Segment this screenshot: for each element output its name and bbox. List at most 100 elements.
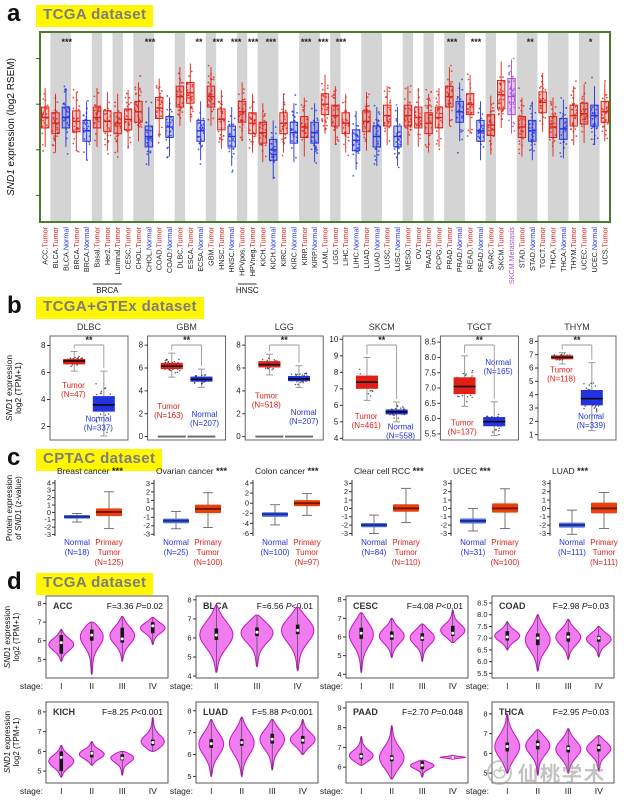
svg-text:***: *** <box>471 37 482 47</box>
svg-text:CESC.Tumor: CESC.Tumor <box>124 226 133 269</box>
expression-column <box>175 67 185 127</box>
svg-text:*: * <box>589 37 593 47</box>
svg-text:8.5: 8.5 <box>425 338 437 347</box>
cptac-boxplots: Protein expression of SND1 (z-value) Breas… <box>5 466 618 567</box>
svg-text:-3: -3 <box>539 529 546 538</box>
svg-text:2: 2 <box>344 487 348 496</box>
svg-text:7: 7 <box>483 729 487 738</box>
expression-column <box>51 93 60 154</box>
svg-text:9: 9 <box>337 703 341 712</box>
svg-text:6: 6 <box>337 763 341 772</box>
svg-text:**: ** <box>476 335 484 345</box>
svg-text:COAD.Normal: COAD.Normal <box>165 227 174 273</box>
svg-text:6.0: 6.0 <box>425 414 437 423</box>
svg-text:II: II <box>239 786 244 796</box>
svg-text:LGG.Tumor: LGG.Tumor <box>331 226 340 264</box>
svg-text:2: 2 <box>47 493 51 502</box>
svg-text:7: 7 <box>529 350 534 359</box>
svg-text:2: 2 <box>443 487 447 496</box>
svg-text:5.5: 5.5 <box>477 669 487 678</box>
svg-text:II: II <box>89 786 94 796</box>
svg-text:**: ** <box>183 335 191 345</box>
expression-column <box>196 101 205 165</box>
svg-text:5: 5 <box>529 377 534 386</box>
svg-text:HNSC: HNSC <box>236 286 259 295</box>
svg-text:HPVneg.Tumor: HPVneg.Tumor <box>248 226 257 276</box>
svg-text:DLBC.Tumor: DLBC.Tumor <box>175 226 184 268</box>
panel-c-title: CPTAC dataset <box>36 449 163 471</box>
svg-text:***: *** <box>231 37 242 47</box>
svg-text:II: II <box>535 786 540 796</box>
svg-text:BRCA.Tumor: BRCA.Tumor <box>72 226 81 269</box>
svg-text:Normal(N=100): Normal (N=100) <box>260 538 289 557</box>
svg-text:10: 10 <box>329 335 338 344</box>
svg-text:I: I <box>506 786 508 796</box>
svg-text:BRCA: BRCA <box>96 286 119 295</box>
svg-text:CHOL.Normal: CHOL.Normal <box>144 227 153 273</box>
svg-text:III: III <box>419 786 426 796</box>
svg-text:8.0: 8.0 <box>425 353 437 362</box>
svg-text:SND1 expression (log2 RSEM): SND1 expression (log2 RSEM) <box>6 58 17 196</box>
svg-text:log2 (TPM+1): log2 (TPM+1) <box>13 362 23 414</box>
gtex-subplot-TGCT: TGCT 8.5 8.0 7.5 7.0 6.5 6.0 5.5 Tumor (N=137) Nor… <box>425 322 519 441</box>
svg-text:8: 8 <box>41 341 46 350</box>
svg-text:***: *** <box>301 37 312 47</box>
expression-column <box>476 101 485 161</box>
svg-text:3: 3 <box>146 479 150 488</box>
svg-text:THCA: THCA <box>499 707 524 717</box>
expression-column <box>341 93 350 157</box>
svg-text:SND1 expression: SND1 expression <box>3 711 12 773</box>
expression-column <box>517 87 527 157</box>
expression-column <box>590 76 599 146</box>
svg-text:3: 3 <box>443 479 447 488</box>
expression-column <box>393 104 402 169</box>
svg-text:PRAD.Tumor: PRAD.Tumor <box>445 226 454 269</box>
svg-text:-1: -1 <box>143 513 150 522</box>
expression-column <box>40 88 50 152</box>
svg-text:***: *** <box>145 37 156 47</box>
svg-text:LUAD.Normal: LUAD.Normal <box>372 227 381 272</box>
xiantao-logo-icon <box>487 760 512 785</box>
svg-text:IV: IV <box>449 681 457 691</box>
svg-text:-4: -4 <box>242 519 249 528</box>
svg-text:SND1 expression: SND1 expression <box>4 355 14 421</box>
svg-text:LUAD ***: LUAD *** <box>552 466 588 477</box>
expression-column <box>268 120 278 180</box>
svg-text:2: 2 <box>542 487 546 496</box>
svg-text:log2 (TPM+1): log2 (TPM+1) <box>12 612 21 661</box>
svg-text:III: III <box>119 786 126 796</box>
svg-text:stage:: stage: <box>320 681 343 691</box>
svg-text:6: 6 <box>529 364 534 373</box>
svg-text:1: 1 <box>47 500 51 509</box>
svg-text:5: 5 <box>37 767 41 776</box>
svg-text:LGG: LGG <box>275 322 294 332</box>
svg-text:7: 7 <box>37 727 41 736</box>
expression-column <box>320 74 330 134</box>
svg-text:ACC: ACC <box>53 601 73 611</box>
expression-column <box>434 88 444 151</box>
expression-column <box>258 103 268 163</box>
panel-b-title: TCGA+GTEx dataset <box>36 297 204 319</box>
gtex-subplot-GBM: GBM 8 6 4 2 0 Tumor (N=163) Normal (N=207) ** <box>139 322 227 441</box>
svg-text:Tumor(N=163): Tumor (N=163) <box>154 402 183 420</box>
panel-d-letter: d <box>7 568 22 595</box>
svg-text:I: I <box>210 786 212 796</box>
svg-text:KICH: KICH <box>53 707 75 717</box>
expression-column <box>186 63 195 123</box>
svg-text:SKCM.Tumor: SKCM.Tumor <box>497 226 506 270</box>
svg-text:KIRP.Tumor: KIRP.Tumor <box>300 226 309 265</box>
svg-text:3: 3 <box>47 486 51 495</box>
svg-text:Basal.Tumor: Basal.Tumor <box>93 226 102 267</box>
svg-text:GBM.Tumor: GBM.Tumor <box>207 226 216 265</box>
svg-text:LUAD.Tumor: LUAD.Tumor <box>362 226 371 268</box>
gtex-subplot-LGG: LGG 8 6 4 2 0 Tumor (N=518) Normal (N=207) ** <box>236 322 324 441</box>
svg-text:4: 4 <box>41 395 46 404</box>
expression-column <box>300 97 309 157</box>
svg-text:ESCA.Tumor: ESCA.Tumor <box>186 226 195 269</box>
svg-text:THCA.Normal: THCA.Normal <box>559 227 568 272</box>
svg-text:SKCM: SKCM <box>369 322 395 332</box>
